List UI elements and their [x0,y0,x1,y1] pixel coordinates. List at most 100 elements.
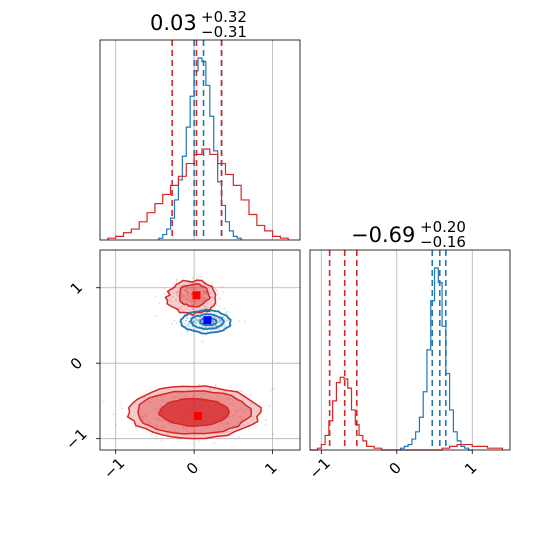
contour-blue-inner [199,316,218,327]
scatter-point-red [156,418,159,421]
scatter-point-red [202,296,204,299]
scatter-point-blue [218,320,221,323]
scatter-point-blue [198,316,201,319]
scatter-point-red [185,297,188,300]
truth-marker-2 [194,412,203,421]
scatter-point-red [189,297,192,300]
scatter-point-blue [192,320,195,323]
scatter-point-red [213,442,216,445]
scatter-point-red [202,289,205,292]
scatter-point-blue [195,319,198,321]
scatter-point-red [193,303,196,306]
scatter-point-red [180,296,183,299]
panel-hist-x-title: 0.03 [150,11,197,35]
scatter-point-red [188,296,190,299]
scatter-point-red [167,422,170,425]
scatter-point-red [207,427,210,430]
scatter-point-red [155,424,158,427]
scatter-point-red [232,414,235,417]
scatter-point-red [227,422,230,425]
y-tick-label: 1 [67,278,86,297]
scatter-point-red [102,400,105,403]
scatter-point-red [175,298,177,301]
scatter-point-red [202,287,205,290]
scatter-point-blue [186,316,188,319]
scatter-point-red [200,396,203,399]
x-tick-label: 0 [183,459,202,478]
panel-hist-x-title-minus: −0.31 [201,23,247,41]
scatter-point-blue [217,321,220,323]
scatter-point-red [186,291,189,294]
scatter-point-red [143,396,146,399]
scatter-point-red [148,400,150,403]
scatter-point-red [186,430,188,432]
scatter-point-red [172,296,175,298]
panel-hist-y-title-minus: −0.16 [420,233,466,251]
scatter-point-red [194,299,197,301]
scatter-point-red [232,404,235,407]
scatter-point-red [155,426,158,429]
scatter-point-blue [224,326,226,328]
scatter-point-red [218,304,221,307]
scatter-point-red [221,291,224,293]
scatter-point-red [239,415,242,418]
x-tick-label: 1 [461,459,480,478]
scatter-point-red [194,300,197,303]
scatter-point-blue [204,325,207,328]
scatter-point-blue [224,324,227,327]
x-tick-label: 1 [261,459,280,478]
scatter-point-red [191,282,194,285]
scatter-point-red [194,299,197,302]
scatter-point-red [190,299,192,302]
scatter-point-red [195,277,198,280]
scatter-point-red [158,302,161,305]
scatter-point-blue [184,320,187,322]
scatter-point-blue [227,320,229,322]
scatter-point-red [213,287,216,289]
scatter-point-blue [212,320,215,323]
scatter-point-red [183,289,186,291]
scatter-point-red [112,413,115,415]
histogram-series-0 [158,57,242,240]
scatter-point-blue [195,322,198,325]
scatter-point-red [191,287,194,290]
scatter-point-blue [226,310,229,313]
scatter-point-red [209,292,212,295]
scatter-point-red [199,431,202,433]
scatter-point-red [185,297,188,300]
scatter-point-red [186,292,189,294]
scatter-point-red [198,383,201,386]
scatter-point-red [189,295,192,298]
scatter-point-red [182,425,185,428]
scatter-point-blue [218,328,221,330]
scatter-point-red [181,294,184,297]
scatter-point-blue [219,320,222,323]
scatter-point-red [204,298,206,301]
scatter-point-red [154,295,157,298]
scatter-point-blue [196,318,198,321]
panel-hist-x-title-plus: +0.32 [201,8,247,26]
scatter-point-red [202,300,205,303]
scatter-point-red [163,287,166,290]
scatter-point-red [146,420,149,423]
panel-hist-y-title: −0.69 [351,223,415,247]
scatter-point-red [240,390,242,393]
scatter-point-red [175,279,178,281]
scatter-point-red [160,419,163,422]
scatter-point-red [203,290,206,293]
scatter-point-red [190,293,193,296]
scatter-point-red [119,403,121,406]
scatter-point-blue [216,323,219,326]
scatter-point-red [221,422,223,425]
scatter-point-blue [213,325,216,327]
scatter-point-red [248,426,251,429]
y-tick-label: 0 [67,354,86,373]
scatter-point-red [184,289,187,291]
scatter-point-blue [194,317,197,319]
scatter-point-red [217,395,219,398]
scatter-point-red [146,412,149,415]
scatter-point-red [228,415,231,418]
scatter-point-blue [194,321,197,324]
scatter-point-red [168,388,171,391]
scatter-point-red [196,287,199,290]
